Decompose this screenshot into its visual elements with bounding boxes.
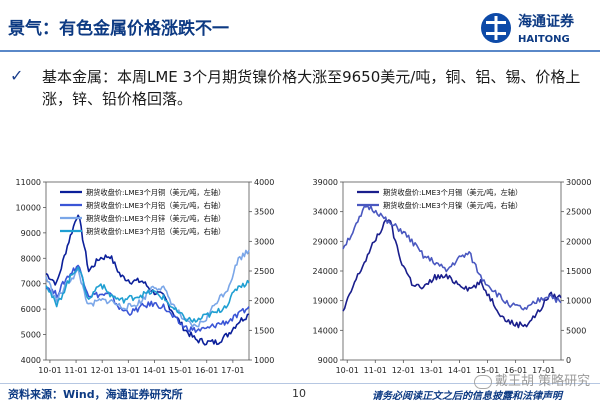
y-tick-left-label: 29000 bbox=[313, 237, 338, 246]
legend-label: 期货收盘价:LME3个月锡（美元/吨，左轴） bbox=[383, 188, 522, 197]
y-tick-left-label: 24000 bbox=[313, 267, 338, 276]
y-tick-right-label: 1000 bbox=[254, 356, 274, 365]
y-tick-left-label: 9000 bbox=[21, 229, 41, 238]
y-tick-left-label: 34000 bbox=[313, 208, 338, 217]
y-tick-left-label: 19000 bbox=[313, 297, 338, 306]
y-tick-right-label: 25000 bbox=[566, 208, 591, 217]
y-tick-right-label: 2500 bbox=[254, 267, 274, 276]
legend-label: 期货收盘价:LME3个月铜（美元/吨，左轴） bbox=[86, 188, 225, 197]
y-tick-left-label: 7000 bbox=[21, 280, 41, 289]
x-tick-label: 11-01 bbox=[64, 366, 87, 375]
legend-label: 期货收盘价:LME3个月镍（美元/吨，右轴） bbox=[383, 201, 522, 210]
x-tick-label: 13-01 bbox=[420, 366, 443, 375]
logo-subtext: HAITONG bbox=[518, 34, 570, 45]
watermark: 戴王胡 策略研究 bbox=[474, 370, 590, 389]
y-tick-right-label: 20000 bbox=[566, 237, 591, 246]
header-rule bbox=[0, 50, 600, 52]
x-tick-label: 17-01 bbox=[532, 366, 555, 375]
wechat-icon bbox=[474, 374, 492, 389]
series-line-0 bbox=[45, 214, 250, 346]
legend-label: 期货收盘价:LME3个月铝（美元/吨，右轴） bbox=[86, 201, 225, 210]
y-tick-left-label: 6000 bbox=[21, 305, 41, 314]
source-note: 资料来源：Wind，海通证券研究所 bbox=[8, 388, 183, 401]
slide-title: 景气：有色金属价格涨跌不一 bbox=[8, 19, 229, 39]
haitong-logo: 海通证券 HAITONG bbox=[476, 6, 594, 50]
x-tick-label: 15-01 bbox=[169, 366, 192, 375]
y-tick-right-label: 3000 bbox=[254, 237, 274, 246]
y-tick-left-label: 11000 bbox=[16, 178, 41, 187]
x-tick-label: 11-01 bbox=[364, 366, 387, 375]
legend-label: 期货收盘价:LME3个月锌（美元/吨，右轴） bbox=[86, 214, 225, 223]
page-number: 10 bbox=[292, 387, 306, 400]
series-line-3 bbox=[45, 266, 250, 323]
chart-base-metals: 4000 5000 6000 7000 8000 9000 10000 11000 1000 15… bbox=[8, 176, 283, 382]
x-tick-label: 10-01 bbox=[336, 366, 359, 375]
y-tick-right-label: 30000 bbox=[566, 178, 591, 187]
legend-label: 期货收盘价:LME3个月铅（美元/吨，右轴） bbox=[86, 227, 225, 236]
y-tick-left-label: 9000 bbox=[318, 356, 338, 365]
logo-text: 海通证券 bbox=[518, 13, 575, 30]
y-tick-right-label: 1500 bbox=[254, 326, 274, 335]
y-tick-right-label: 10000 bbox=[566, 297, 591, 306]
y-tick-left-label: 10000 bbox=[16, 203, 41, 212]
y-tick-right-label: 15000 bbox=[566, 267, 591, 276]
y-tick-right-label: 3500 bbox=[254, 208, 274, 217]
y-tick-left-label: 8000 bbox=[21, 254, 41, 263]
y-tick-left-label: 4000 bbox=[21, 356, 41, 365]
x-tick-label: 16-01 bbox=[504, 366, 527, 375]
series-line-1 bbox=[342, 204, 562, 311]
y-tick-right-label: 5000 bbox=[566, 326, 586, 335]
y-tick-left-label: 5000 bbox=[21, 331, 41, 340]
x-tick-label: 14-01 bbox=[143, 366, 166, 375]
y-tick-left-label: 39000 bbox=[313, 178, 338, 187]
chart-base-metals-svg: 4000 5000 6000 7000 8000 9000 10000 11000 1000 15… bbox=[16, 178, 275, 375]
x-tick-label: 14-01 bbox=[448, 366, 471, 375]
x-tick-label: 15-01 bbox=[476, 366, 499, 375]
x-tick-label: 12-01 bbox=[91, 366, 114, 375]
chart-tin-nickel: 9000 14000 19000 24000 29000 34000 39000 0 5000 1… bbox=[305, 176, 595, 382]
x-tick-label: 16-01 bbox=[195, 366, 218, 375]
footer-rule bbox=[0, 383, 600, 384]
y-tick-right-label: 4000 bbox=[254, 178, 274, 187]
bullet-text: 基本金属：本周LME 3个月期货镍价格大涨至9650美元/吨，铜、铝、锡、价格上… bbox=[42, 68, 581, 108]
y-tick-left-label: 14000 bbox=[313, 326, 338, 335]
x-tick-label: 10-01 bbox=[38, 366, 61, 375]
disclaimer: 请务必阅读正文之后的信息披露和法律声明 bbox=[372, 391, 562, 402]
series-line-0 bbox=[342, 219, 562, 329]
x-tick-label: 13-01 bbox=[117, 366, 140, 375]
x-tick-label: 12-01 bbox=[392, 366, 415, 375]
y-tick-right-label: 2000 bbox=[254, 297, 274, 306]
y-tick-right-label: 0 bbox=[566, 356, 571, 365]
chart-tin-nickel-svg: 9000 14000 19000 24000 29000 34000 39000 0 5000 1… bbox=[313, 178, 592, 375]
series-line-1 bbox=[45, 264, 250, 333]
series-line-2 bbox=[45, 249, 250, 328]
check-icon: ✓ bbox=[10, 66, 24, 85]
x-tick-label: 17-01 bbox=[221, 366, 244, 375]
